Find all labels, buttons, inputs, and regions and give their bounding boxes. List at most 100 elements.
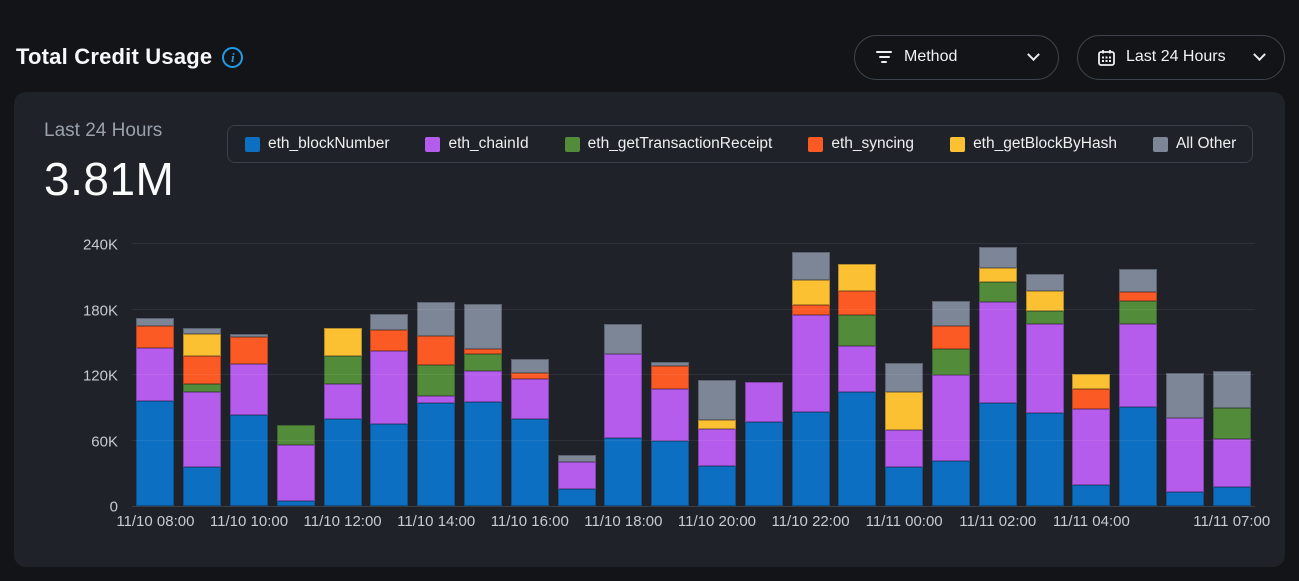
bar-segment[interactable] [791,305,830,315]
bar-column[interactable] [1021,235,1068,506]
bar-segment[interactable] [651,366,690,390]
bar-segment[interactable] [183,466,222,506]
bar-segment[interactable] [557,462,596,489]
bar-segment[interactable] [1119,292,1158,301]
bar-segment[interactable] [276,500,315,506]
bar-segment[interactable] [838,290,877,315]
bar-segment[interactable] [838,263,877,291]
bar-segment[interactable] [651,361,690,367]
bar-segment[interactable] [791,314,830,413]
bar-segment[interactable] [791,251,830,281]
bar-column[interactable] [319,235,366,506]
bar-segment[interactable] [1072,408,1111,486]
bar-segment[interactable] [510,358,549,373]
bar-segment[interactable] [276,444,315,501]
bar-segment[interactable] [136,318,175,326]
bar-segment[interactable] [323,356,362,384]
bar-column[interactable] [413,235,460,506]
bar-column[interactable] [272,235,319,506]
date-range-button[interactable]: Last 24 Hours [1077,34,1285,80]
bar-segment[interactable] [463,348,502,355]
bar-segment[interactable] [978,247,1017,269]
bar-segment[interactable] [604,438,643,506]
legend-item-eth-syncing[interactable]: eth_syncing [808,135,914,153]
legend-item-eth-gettransactionreceipt[interactable]: eth_getTransactionReceipt [564,135,772,153]
bar-segment[interactable] [1025,323,1064,414]
bar-column[interactable] [600,235,647,506]
bar-segment[interactable] [697,465,736,506]
bar-segment[interactable] [931,300,970,326]
bar-segment[interactable] [1119,300,1158,324]
bar-segment[interactable] [1072,373,1111,390]
bar-segment[interactable] [885,466,924,506]
bar-segment[interactable] [1119,323,1158,407]
bar-segment[interactable] [838,392,877,506]
bar-segment[interactable] [276,425,315,445]
bar-segment[interactable] [229,333,268,337]
bar-segment[interactable] [791,280,830,306]
bar-segment[interactable] [885,429,924,467]
bar-segment[interactable] [978,403,1017,506]
bar-column[interactable] [694,235,741,506]
bar-segment[interactable] [931,461,970,506]
bar-segment[interactable] [978,301,1017,404]
bar-segment[interactable] [229,415,268,506]
bar-segment[interactable] [1165,491,1204,506]
bar-segment[interactable] [370,424,409,506]
bar-segment[interactable] [370,350,409,425]
bar-segment[interactable] [323,328,362,357]
bar-column[interactable] [553,235,600,506]
bar-segment[interactable] [323,383,362,419]
bar-segment[interactable] [136,347,175,402]
bar-segment[interactable] [463,370,502,403]
bar-segment[interactable] [463,354,502,371]
bar-segment[interactable] [885,392,924,430]
bar-segment[interactable] [697,428,736,466]
bar-segment[interactable] [651,440,690,506]
bar-column[interactable] [787,235,834,506]
bar-segment[interactable] [1212,487,1251,506]
bar-segment[interactable] [1212,370,1251,408]
bar-column[interactable] [506,235,553,506]
bar-segment[interactable] [1025,273,1064,291]
bar-segment[interactable] [978,282,1017,302]
bar-segment[interactable] [791,412,830,506]
legend-item-eth-blocknumber[interactable]: eth_blockNumber [245,135,389,153]
bar-segment[interactable] [885,363,924,393]
bar-segment[interactable] [136,401,175,506]
bar-segment[interactable] [744,421,783,506]
bar-segment[interactable] [931,348,970,376]
bar-segment[interactable] [510,379,549,419]
bar-column[interactable] [881,235,928,506]
bar-segment[interactable] [1212,439,1251,488]
bar-segment[interactable] [604,323,643,355]
bar-segment[interactable] [229,336,268,365]
bar-segment[interactable] [1119,269,1158,293]
bar-segment[interactable] [463,402,502,506]
bar-segment[interactable] [370,313,409,331]
bar-column[interactable] [834,235,881,506]
bar-column[interactable] [740,235,787,506]
bar-segment[interactable] [510,372,549,380]
bar-segment[interactable] [136,325,175,348]
bar-segment[interactable] [931,375,970,462]
bar-column[interactable] [647,235,694,506]
bar-segment[interactable] [978,268,1017,283]
bar-segment[interactable] [931,325,970,349]
bar-segment[interactable] [417,365,456,396]
bar-segment[interactable] [557,454,596,463]
bar-segment[interactable] [1119,406,1158,506]
bar-segment[interactable] [604,354,643,439]
bar-segment[interactable] [1165,417,1204,492]
bar-segment[interactable] [838,345,877,393]
bar-segment[interactable] [1072,485,1111,506]
bar-segment[interactable] [183,333,222,357]
bar-segment[interactable] [183,383,222,393]
bar-segment[interactable] [1025,290,1064,311]
bar-segment[interactable] [417,301,456,336]
bar-segment[interactable] [417,403,456,506]
bar-column[interactable] [974,235,1021,506]
bar-segment[interactable] [183,356,222,384]
bar-segment[interactable] [510,418,549,506]
bar-column[interactable] [928,235,975,506]
